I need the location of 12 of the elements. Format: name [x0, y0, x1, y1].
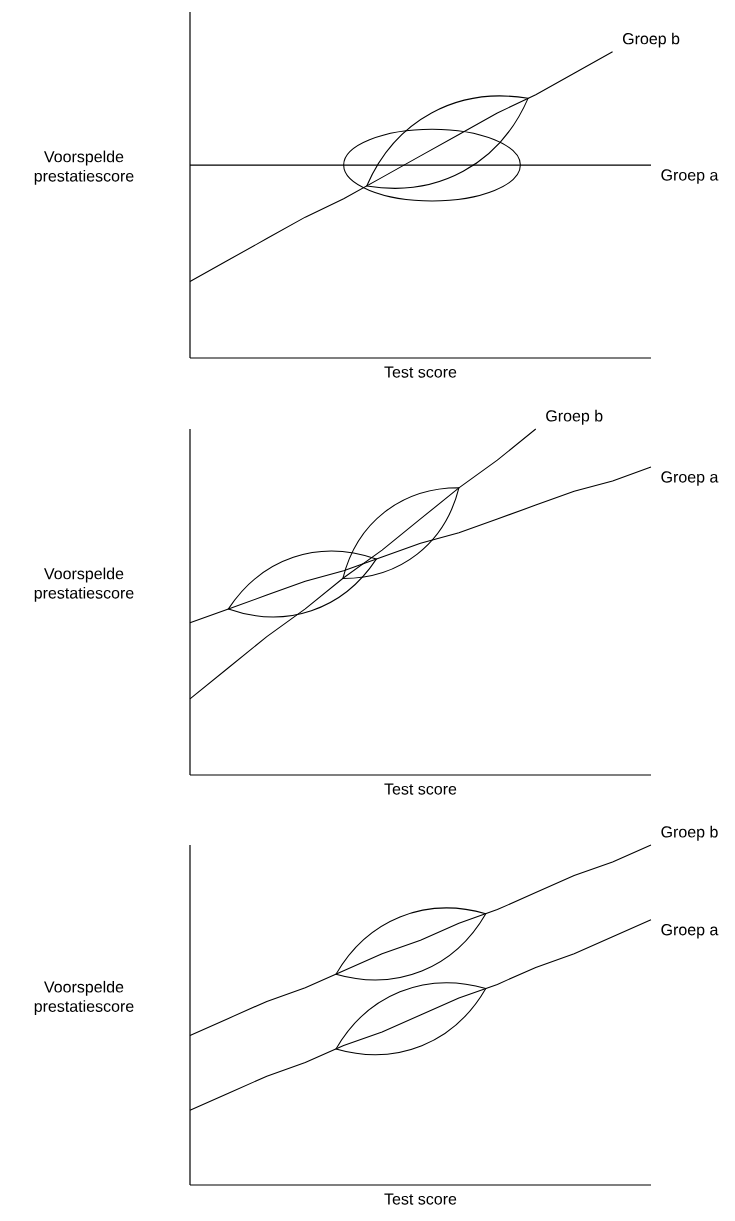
x-axis-title: Test score: [384, 1193, 457, 1205]
series-label: Groep a: [661, 471, 719, 486]
series-label: Groep a: [661, 924, 719, 939]
series-label: Groep a: [661, 169, 719, 184]
series-label: Groep b: [661, 825, 718, 841]
x-axis-title: Test score: [384, 783, 457, 795]
series-label: Groep b: [546, 409, 603, 425]
x-axis-title: Test score: [384, 366, 457, 378]
y-axis-title: Voorspelde prestatiescore: [34, 980, 134, 1016]
y-axis-title: Voorspelde prestatiescore: [34, 150, 134, 185]
y-axis-title: Voorspelde prestatiescore: [34, 567, 134, 602]
series-label: Groep b: [622, 32, 680, 48]
